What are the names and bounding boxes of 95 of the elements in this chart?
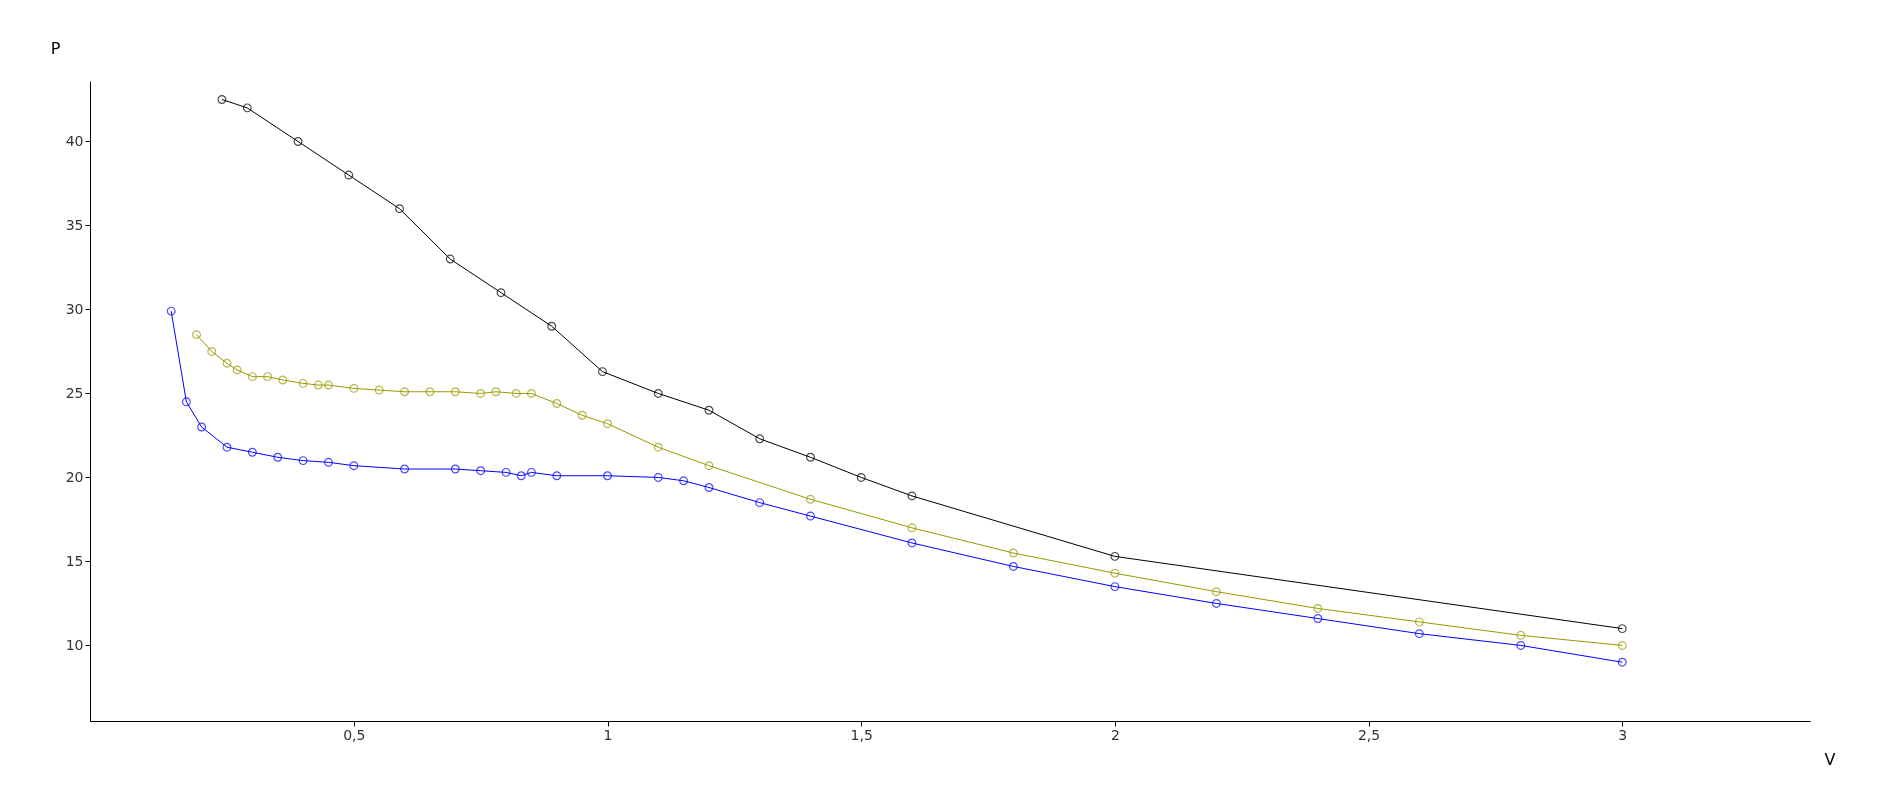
point [704, 405, 714, 415]
point [653, 388, 663, 398]
point [526, 467, 536, 477]
point [806, 511, 815, 521]
y-tick-label: 30 [65, 300, 84, 317]
point [552, 399, 562, 408]
point [263, 372, 273, 382]
point [1008, 548, 1018, 558]
point [907, 538, 917, 548]
point [603, 471, 612, 481]
point [323, 457, 333, 467]
point [1414, 629, 1424, 639]
point [653, 472, 663, 482]
point [491, 387, 501, 397]
point [704, 483, 714, 492]
x-tick-label: 0,5 [343, 726, 366, 743]
point [1414, 617, 1424, 627]
point [552, 471, 562, 481]
point [907, 491, 917, 501]
point [1516, 640, 1526, 650]
point [247, 372, 257, 382]
point [232, 365, 242, 375]
point [197, 422, 207, 432]
point [349, 383, 359, 393]
point [242, 103, 252, 113]
point [395, 204, 404, 214]
point [1110, 551, 1120, 561]
y-tick-label: 25 [65, 384, 84, 401]
point [1110, 568, 1120, 578]
y-axis-title: P [50, 38, 61, 58]
point [217, 95, 227, 104]
point [344, 170, 354, 180]
point [222, 358, 232, 368]
point [907, 523, 917, 533]
point [496, 288, 506, 298]
point [1008, 561, 1018, 571]
x-tick-label: 1 [603, 726, 613, 743]
x-axis-title: V [1824, 749, 1836, 769]
point [516, 471, 526, 481]
point [597, 367, 607, 377]
x-tick-label: 1,5 [850, 726, 873, 743]
point [679, 476, 689, 486]
point [501, 467, 511, 477]
point [476, 466, 486, 476]
point [1110, 582, 1120, 592]
point [1617, 624, 1627, 634]
point [1211, 587, 1221, 597]
y-tick-label: 35 [65, 216, 84, 233]
point [1313, 614, 1323, 623]
point [278, 375, 288, 385]
point [450, 387, 460, 397]
point [293, 137, 303, 146]
point [511, 388, 521, 398]
point [450, 464, 460, 474]
point [476, 388, 486, 398]
x-tick-label: 3 [1618, 726, 1628, 743]
point [207, 346, 217, 356]
point [755, 498, 765, 508]
point [1313, 603, 1323, 613]
point [1211, 598, 1221, 608]
x-tick-label: 2 [1110, 726, 1120, 743]
y-tick-label: 40 [65, 132, 84, 149]
y-tick-label: 10 [65, 636, 84, 653]
point [806, 452, 815, 462]
y-tick-label: 20 [65, 468, 84, 485]
point [400, 464, 410, 474]
y-tick-label: 15 [65, 552, 84, 569]
point [603, 419, 612, 429]
point [653, 442, 663, 452]
x-tick-label: 2,5 [1357, 726, 1381, 743]
point [1516, 630, 1526, 640]
point [349, 461, 359, 471]
point [222, 442, 232, 452]
point [192, 330, 202, 340]
point [1617, 657, 1627, 667]
point [1617, 640, 1627, 650]
point [806, 494, 815, 504]
point [577, 410, 587, 420]
point [247, 447, 257, 457]
point [425, 387, 435, 397]
point [181, 397, 191, 407]
point [400, 387, 410, 397]
point [313, 380, 323, 390]
point [856, 472, 866, 482]
point [526, 388, 536, 398]
point [547, 321, 557, 331]
point [166, 306, 176, 316]
point [298, 456, 308, 466]
point [755, 434, 765, 444]
point [445, 254, 455, 264]
point [374, 385, 384, 395]
point [273, 452, 283, 462]
point [323, 380, 333, 390]
point [298, 378, 308, 388]
point [704, 461, 714, 471]
